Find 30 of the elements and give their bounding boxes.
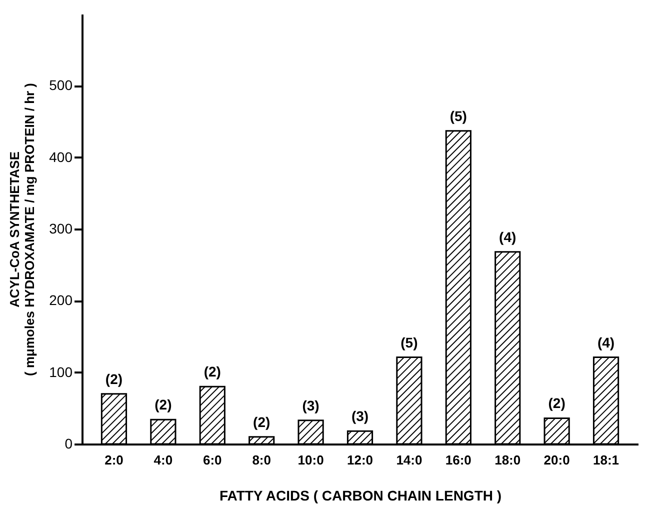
x-tick-label: 18:0 bbox=[494, 452, 521, 468]
x-tick-label: 8:0 bbox=[252, 452, 271, 468]
x-tick-label: 18:1 bbox=[593, 452, 620, 468]
x-tick-label: 2:0 bbox=[104, 452, 124, 468]
annotation: (4) bbox=[499, 228, 516, 245]
annotation: (4) bbox=[597, 334, 615, 350]
x-tick-label: 6:0 bbox=[202, 452, 222, 468]
annotation: (2) bbox=[548, 395, 566, 412]
y-tick-label: 500 bbox=[49, 77, 73, 94]
annotation: (2) bbox=[253, 414, 270, 430]
y-tick-label: 400 bbox=[49, 148, 73, 165]
annotation: (3) bbox=[302, 397, 320, 414]
annotation: (3) bbox=[351, 408, 369, 424]
annotation: (5) bbox=[450, 108, 467, 124]
y-tick-label: 0 bbox=[64, 436, 73, 452]
x-tick-label: 12:0 bbox=[346, 452, 374, 468]
x-tick-label: 4:0 bbox=[154, 452, 173, 468]
y-tick-label: 100 bbox=[49, 364, 73, 380]
x-tick-label: 10:0 bbox=[298, 452, 324, 468]
x-axis-title: FATTY ACIDS ( CARBON CHAIN LENGTH ) bbox=[219, 488, 502, 504]
x-tick-label: 20:0 bbox=[544, 452, 570, 468]
x-tick-label: 14:0 bbox=[396, 452, 422, 468]
annotation: (2) bbox=[105, 370, 123, 387]
y-axis-title: ACYL-CoA SYNTHETASE ( mμmoles HYDROXAMATE / mg PROTEIN / hr ) bbox=[7, 82, 38, 376]
annotation: (2) bbox=[154, 396, 172, 413]
y-tick-label: 300 bbox=[49, 220, 73, 236]
annotation: (5) bbox=[400, 334, 418, 350]
x-tick-label: 16:0 bbox=[445, 452, 472, 468]
y-tick-label: 200 bbox=[49, 292, 73, 308]
annotation: (2) bbox=[204, 364, 221, 380]
